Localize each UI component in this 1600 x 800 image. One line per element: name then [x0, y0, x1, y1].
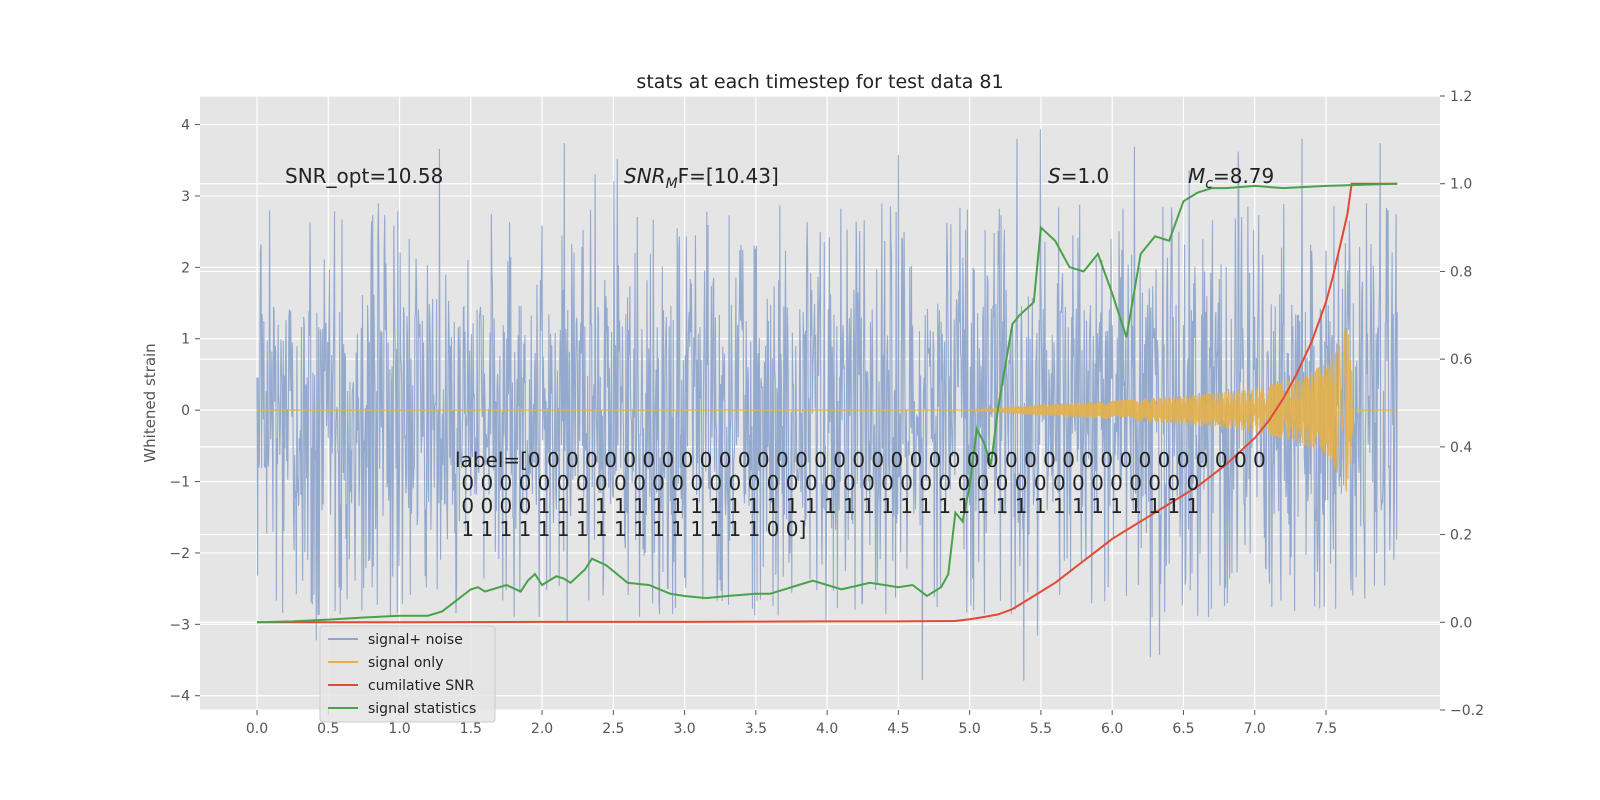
y-tick-label: −2	[169, 546, 190, 562]
x-tick-label: 4.5	[887, 721, 909, 737]
y2-tick-label: 0.4	[1450, 440, 1472, 456]
y2-tick-label: 0.2	[1450, 528, 1472, 544]
x-tick-label: 1.0	[388, 721, 410, 737]
y-tick-label: 2	[181, 260, 190, 276]
y-tick-label: 0	[181, 403, 190, 419]
legend-entry: signal+ noise	[328, 632, 463, 648]
x-tick-label: 2.0	[531, 721, 553, 737]
x-tick-label: 0.5	[317, 721, 339, 737]
x-tick-label: 3.0	[673, 721, 695, 737]
y-axis-label: Whitened strain	[141, 343, 159, 462]
signal-statistics-line	[256, 182, 1398, 624]
cumulative-snr-line	[257, 182, 1398, 624]
y-tick-label: 3	[181, 189, 190, 205]
annotation-label: label=[0 0 0 0 0 0 0 0 0 0 0 0 0 0 0 0 0…	[455, 448, 1266, 541]
x-tick-label: 6.5	[1172, 721, 1194, 737]
y2-tick-label: −0.2	[1450, 703, 1484, 719]
chart-title: stats at each timestep for test data 81	[636, 71, 1003, 93]
y2-tick-label: 1.0	[1450, 177, 1472, 193]
legend-box	[319, 625, 496, 723]
annotation-snr-opt: SNR_opt=10.58	[285, 164, 443, 188]
annotation-mc-sub: c	[1205, 176, 1213, 192]
legend-entry: signal only	[328, 655, 443, 671]
annotation-label-line: 0 0 0 0 0 0 0 0 0 0 0 0 0 0 0 0 0 0 0 0 …	[455, 471, 1199, 495]
x-tick-label: 7.5	[1315, 721, 1337, 737]
signal-noise-line	[256, 129, 1398, 681]
x-tick-label: 2.5	[602, 721, 624, 737]
annotation-mc-rest: =8.79	[1213, 164, 1274, 188]
y-tick-label: −3	[169, 617, 190, 633]
legend: signal+ noise signal only cumilative SNR…	[319, 625, 496, 723]
legend-label: cumilative SNR	[368, 678, 475, 694]
plot-background	[200, 96, 1440, 710]
legend-label: signal+ noise	[368, 632, 463, 648]
x-tick-label: 6.0	[1101, 721, 1123, 737]
legend-entry: signal statistics	[328, 701, 476, 717]
annotation-s-rest: =1.0	[1061, 164, 1110, 188]
annotation-mc: Mc=8.79	[1188, 164, 1274, 192]
y2-tick-label: 1.2	[1450, 89, 1472, 105]
annotation-label-line: label=[0 0 0 0 0 0 0 0 0 0 0 0 0 0 0 0 0…	[455, 448, 1266, 472]
annotation-snr-mf-sub: M	[666, 176, 678, 192]
legend-label: signal only	[368, 655, 443, 671]
y2-tick-label: 0.6	[1450, 352, 1472, 368]
y-tick-label: 1	[181, 332, 190, 348]
annotation-snr-mf-main: SNR	[624, 164, 666, 188]
series-layer	[256, 129, 1398, 681]
y-tick-label: −4	[169, 689, 190, 705]
x-tick-label: 7.0	[1244, 721, 1266, 737]
annotation-s-main: S	[1048, 164, 1061, 188]
x-tick-label: 3.5	[745, 721, 767, 737]
y-tick-label: 4	[181, 118, 190, 134]
x-tick-label: 1.5	[460, 721, 482, 737]
annotation-label-line: 0 0 0 0 1 1 1 1 1 1 1 1 1 1 1 1 1 1 1 1 …	[455, 494, 1199, 518]
legend-label: signal statistics	[368, 701, 476, 717]
annotation-label-line: 1 1 1 1 1 1 1 1 1 1 1 1 1 1 1 1 0 0]	[455, 517, 806, 541]
signal-only-line	[257, 329, 1398, 492]
annotation-snr-mf: SNRMF=[10.43]	[624, 164, 779, 192]
y-tick-label: −1	[169, 475, 190, 491]
y2-tick-label: 0.0	[1450, 615, 1472, 631]
x-tick-label: 5.0	[959, 721, 981, 737]
x-tick-label: 5.5	[1030, 721, 1052, 737]
x-tick-label: 0.0	[246, 721, 268, 737]
x-tick-label: 4.0	[816, 721, 838, 737]
axes: 0.0 0.5 1.0 1.5 2.0 2.5 3.0 3.5 4.0 4.5 5.0 5.5 6.0 6…	[169, 89, 1484, 737]
legend-entry: cumilative SNR	[328, 678, 475, 694]
y2-tick-label: 0.8	[1450, 264, 1472, 280]
annotation-snr-mf-rest: F=[10.43]	[678, 164, 779, 188]
annotation-s: S=1.0	[1048, 164, 1109, 188]
annotation-mc-main: M	[1188, 164, 1205, 188]
